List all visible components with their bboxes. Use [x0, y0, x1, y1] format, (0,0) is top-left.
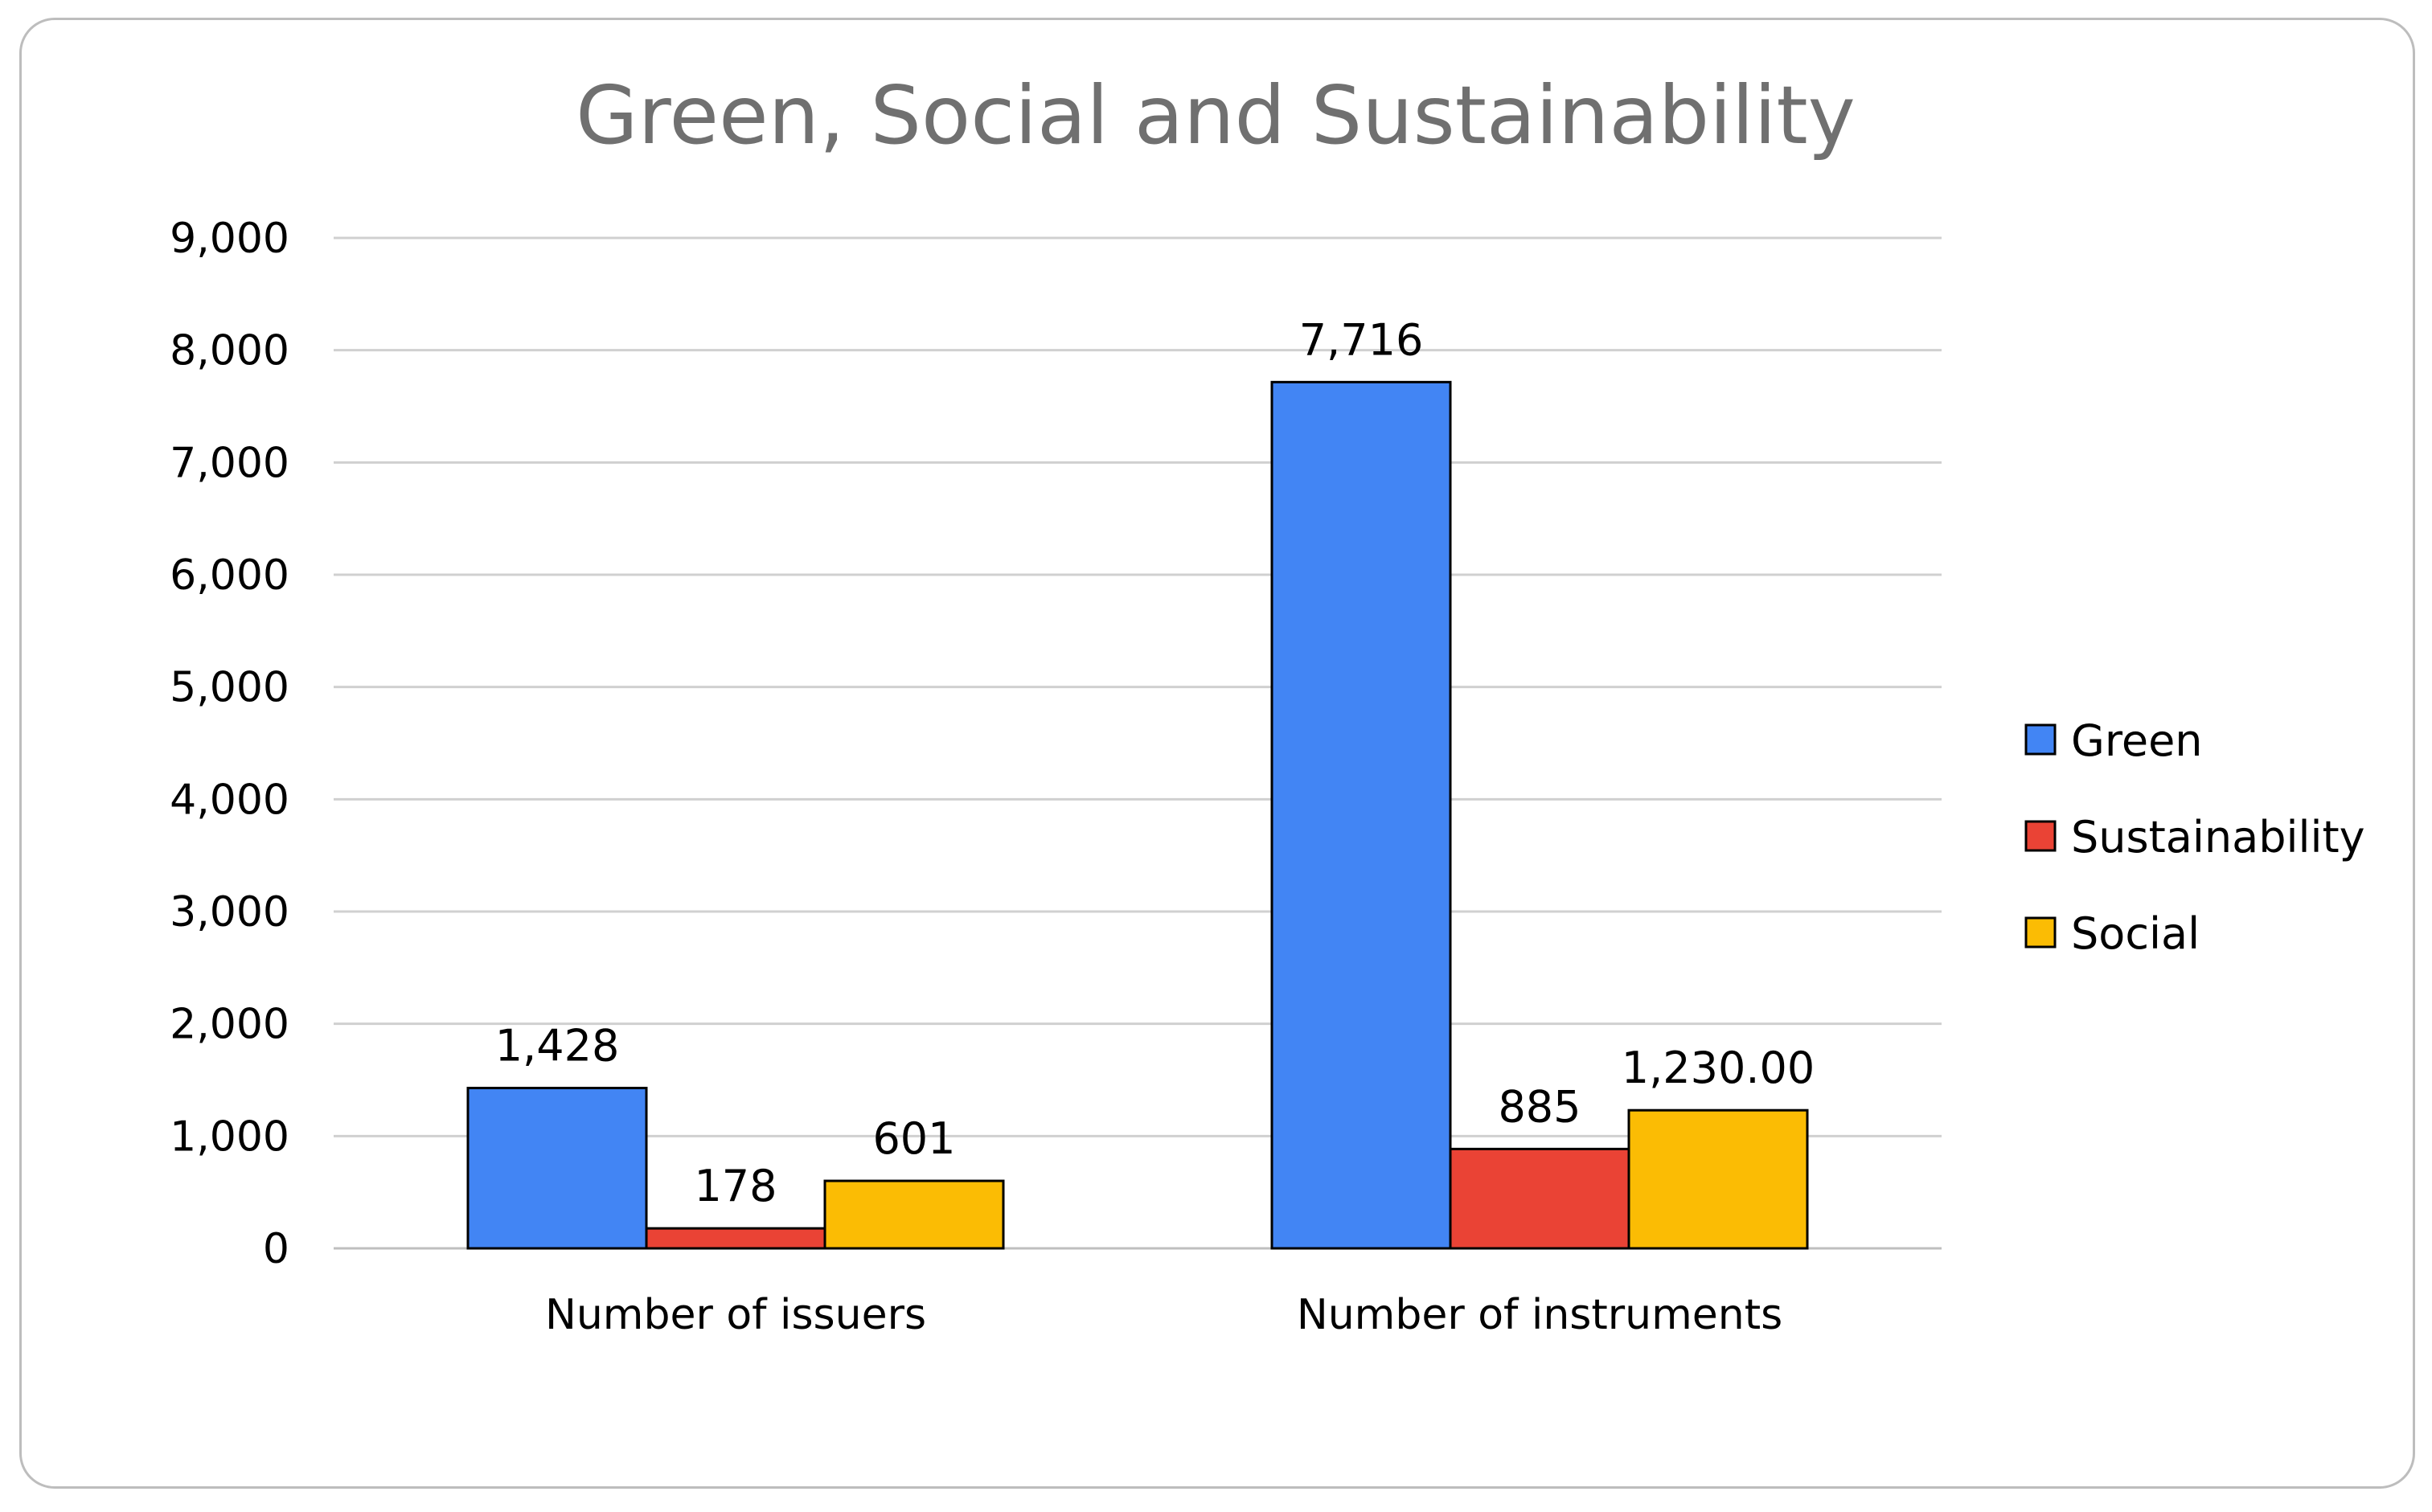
y-tick-label: 5,000 [170, 664, 289, 712]
bar-green-2 [1270, 380, 1452, 1250]
chart-frame [19, 18, 2415, 1489]
x-category-label: Number of issuers [545, 1291, 926, 1339]
bar-social-2 [1627, 1108, 1809, 1250]
y-tick-label: 3,000 [170, 888, 289, 936]
data-label-sustainability-2: 885 [1498, 1081, 1581, 1132]
data-label-green-2: 7,716 [1299, 314, 1424, 365]
data-labels: 1,428 178 601 7,716 885 1,230.00 [495, 314, 1815, 1211]
legend-label-green: Green [2071, 715, 2203, 766]
bar-social-1 [823, 1179, 1005, 1250]
category-labels: Number of issuers Number of instruments [545, 1291, 1782, 1339]
legend: Green Sustainability Social [2024, 715, 2365, 959]
data-label-green-1: 1,428 [495, 1021, 620, 1072]
y-tick-label: 9,000 [170, 215, 289, 263]
data-label-social-2: 1,230.00 [1622, 1043, 1815, 1093]
chart-title: Green, Social and Sustainability [576, 68, 1856, 162]
legend-swatch-sustainability [2024, 820, 2057, 852]
y-tick-label: 7,000 [170, 439, 289, 487]
legend-label-sustainability: Sustainability [2071, 812, 2365, 863]
data-label-sustainability-1: 178 [694, 1161, 777, 1211]
bars [466, 380, 1809, 1250]
legend-label-social: Social [2071, 908, 2200, 959]
y-tick-label: 6,000 [170, 551, 289, 600]
bar-sustainability-2 [1449, 1147, 1630, 1250]
y-tick-label: 2,000 [170, 1001, 289, 1049]
x-category-label: Number of instruments [1297, 1291, 1782, 1339]
y-tick-label: 0 [263, 1225, 289, 1273]
data-label-social-1: 601 [872, 1113, 955, 1164]
y-axis-ticks: 0 1,000 2,000 3,000 4,000 5,000 6,000 7,000 8,00… [170, 215, 289, 1273]
y-tick-label: 1,000 [170, 1112, 289, 1161]
bar-green-1 [466, 1087, 648, 1250]
y-tick-label: 4,000 [170, 776, 289, 824]
legend-swatch-social [2024, 916, 2057, 949]
y-tick-label: 8,000 [170, 327, 289, 375]
bar-sustainability-1 [645, 1227, 826, 1250]
legend-swatch-green [2024, 723, 2057, 756]
